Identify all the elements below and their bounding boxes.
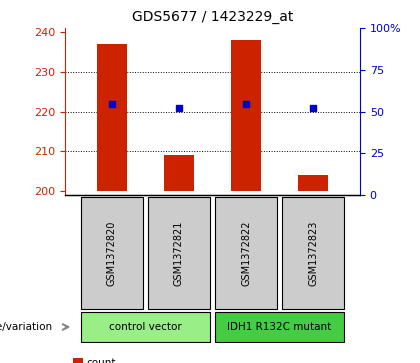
Bar bbox=[81, 197, 143, 309]
Bar bbox=[148, 197, 210, 309]
Bar bbox=[97, 44, 127, 191]
Text: genotype/variation: genotype/variation bbox=[0, 322, 52, 332]
Text: count: count bbox=[87, 358, 116, 363]
Bar bbox=[215, 312, 344, 342]
Bar bbox=[81, 312, 210, 342]
Bar bbox=[298, 175, 328, 191]
Text: IDH1 R132C mutant: IDH1 R132C mutant bbox=[227, 322, 332, 332]
Text: GSM1372820: GSM1372820 bbox=[107, 220, 117, 286]
Title: GDS5677 / 1423229_at: GDS5677 / 1423229_at bbox=[132, 10, 293, 24]
Bar bbox=[282, 197, 344, 309]
Bar bbox=[215, 197, 277, 309]
Bar bbox=[164, 155, 194, 191]
Text: GSM1372822: GSM1372822 bbox=[241, 220, 251, 286]
Bar bbox=[74, 358, 83, 363]
Bar bbox=[231, 40, 261, 191]
Text: GSM1372823: GSM1372823 bbox=[308, 220, 318, 286]
Text: GSM1372821: GSM1372821 bbox=[174, 220, 184, 286]
Text: control vector: control vector bbox=[109, 322, 182, 332]
